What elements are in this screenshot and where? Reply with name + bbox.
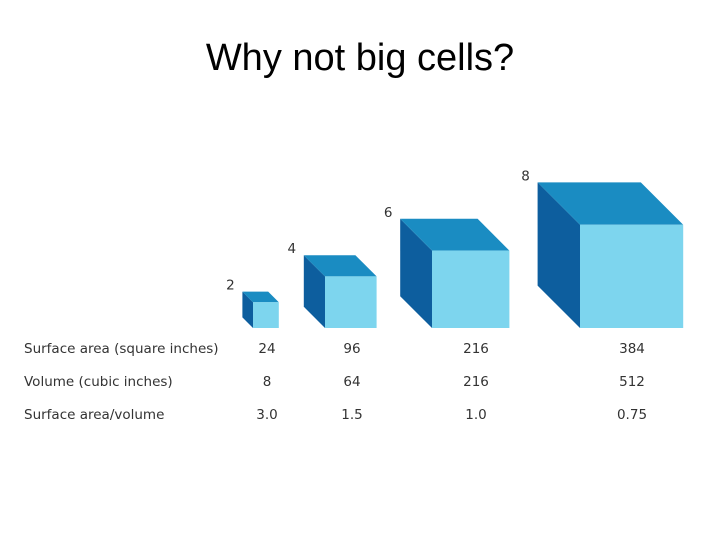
cube-top [400, 218, 510, 251]
cube-top [303, 255, 377, 277]
table-value: 1.0 [465, 407, 486, 423]
table-value: 8 [263, 374, 272, 390]
cube-top [242, 291, 279, 303]
cube-front [432, 250, 510, 328]
table-value: 384 [619, 341, 645, 357]
table-value: 64 [343, 374, 360, 390]
cube-front [325, 276, 377, 328]
table-value: 1.5 [341, 407, 362, 423]
cube-side [537, 182, 580, 328]
cube-side [400, 218, 432, 328]
table-value: 24 [258, 341, 275, 357]
cube-label: 6 [384, 205, 393, 221]
table-value: 0.75 [617, 407, 647, 423]
row-label: Surface area (square inches) [24, 341, 219, 357]
cube-front [253, 302, 279, 328]
cube-label: 4 [288, 241, 297, 257]
cube-label: 2 [226, 278, 235, 294]
cube-label: 8 [521, 168, 530, 184]
slide-title: Why not big cells? [206, 37, 514, 79]
table-value: 216 [463, 341, 489, 357]
table-value: 512 [619, 374, 645, 390]
cube-top [537, 182, 684, 225]
table-value: 3.0 [256, 407, 277, 423]
table-value: 96 [343, 341, 360, 357]
cube-front [580, 224, 684, 328]
table-value: 216 [463, 374, 489, 390]
row-label: Surface area/volume [24, 407, 164, 423]
row-label: Volume (cubic inches) [24, 374, 173, 390]
cube-side [242, 291, 253, 328]
cube-side [303, 255, 325, 328]
